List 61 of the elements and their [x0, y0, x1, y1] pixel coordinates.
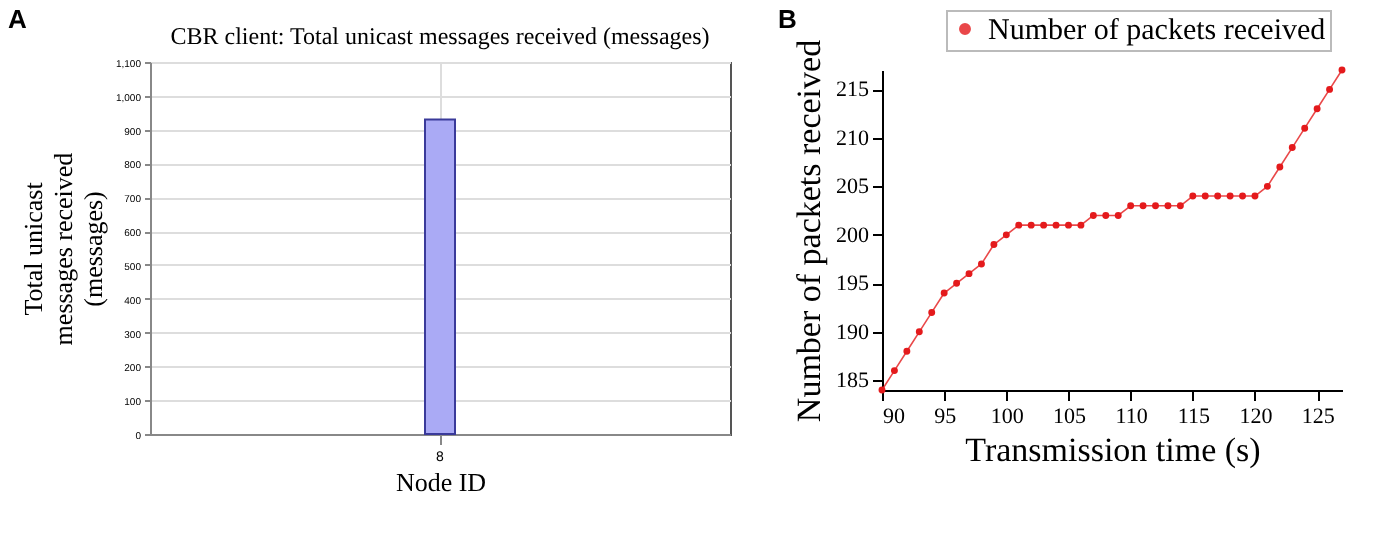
point	[1176, 202, 1184, 210]
point	[1313, 105, 1321, 113]
point	[915, 328, 923, 336]
point	[1127, 202, 1135, 210]
point	[1214, 192, 1222, 200]
point	[1027, 221, 1035, 229]
point	[1301, 124, 1309, 132]
point	[1164, 202, 1172, 210]
point	[953, 279, 961, 287]
point	[1139, 202, 1147, 210]
point	[978, 260, 985, 268]
point	[1338, 66, 1346, 74]
y-tick-label: 195	[836, 272, 870, 297]
x-tick-label: 105	[1052, 405, 1087, 429]
point	[1251, 192, 1259, 200]
y-tick-label: 185	[836, 369, 870, 394]
point	[965, 270, 973, 278]
point	[990, 241, 998, 248]
point	[1089, 212, 1097, 219]
x-tick-label: 100	[990, 405, 1025, 429]
point	[1276, 163, 1284, 171]
x-axis-title: Transmission time (s)	[965, 431, 1261, 469]
y-tick-label: 200	[836, 223, 870, 248]
point	[1065, 221, 1072, 229]
y-axis-title: Total unicast messages received (messages)	[17, 151, 108, 346]
x-tick-label: 120	[1239, 405, 1274, 429]
y-tick-label: 215	[836, 78, 870, 103]
y-tick-label: 190	[836, 320, 870, 345]
legend-label: Number of packets received	[988, 15, 1327, 47]
point	[878, 386, 886, 394]
point	[1189, 192, 1197, 200]
point	[1239, 192, 1246, 200]
point	[1052, 221, 1060, 229]
text: A	[8, 4, 27, 34]
y-axis-title: Number of packets received	[790, 38, 828, 423]
x-tick-label: 95	[934, 405, 958, 429]
point	[1288, 144, 1296, 152]
point	[1263, 182, 1271, 190]
point	[1015, 221, 1023, 229]
x-tick-label: 90	[883, 405, 906, 429]
point	[940, 289, 948, 297]
x-tick-label: 110	[1115, 405, 1149, 429]
point	[1040, 221, 1048, 229]
point	[903, 347, 911, 355]
x-axis-title: Node ID	[395, 467, 487, 497]
y-tick-label: 210	[836, 126, 870, 151]
point	[1002, 231, 1010, 239]
point	[1326, 85, 1334, 93]
x-tick-label: 115	[1177, 405, 1211, 429]
point	[1077, 221, 1085, 229]
point	[1114, 212, 1122, 219]
point	[928, 308, 936, 316]
point	[1201, 192, 1209, 200]
point	[1152, 202, 1159, 210]
point	[890, 367, 898, 375]
point	[1102, 212, 1110, 219]
chart-title: CBR client: Total unicast messages received (messages)	[170, 22, 710, 50]
text: B	[778, 4, 797, 34]
point	[1226, 192, 1234, 200]
x-tick-label: 125	[1301, 405, 1336, 429]
y-tick-label: 205	[836, 175, 870, 200]
